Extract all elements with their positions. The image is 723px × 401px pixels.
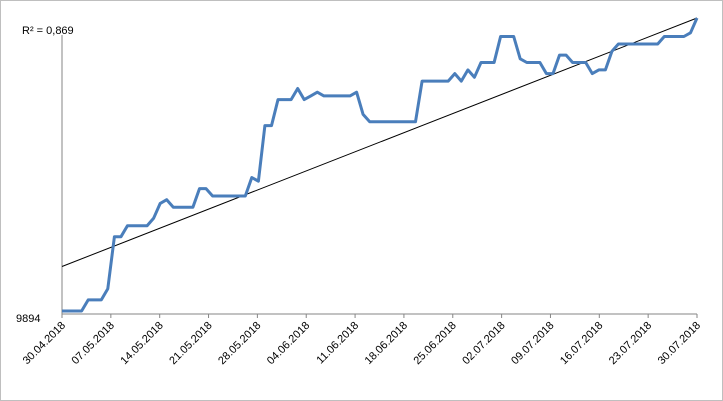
x-tick-label: 09.07.2018 xyxy=(509,320,556,367)
r-squared-annotation: R² = 0,869 xyxy=(22,25,74,37)
x-tick-label: 02.07.2018 xyxy=(460,320,507,367)
x-tick-label: 25.06.2018 xyxy=(411,320,458,367)
x-tick-label: 30.04.2018 xyxy=(21,320,68,367)
x-tick-label: 04.06.2018 xyxy=(265,320,312,367)
trendline xyxy=(61,17,698,267)
x-tick-label: 30.07.2018 xyxy=(656,320,703,367)
x-tick-label: 28.05.2018 xyxy=(216,320,263,367)
labels-layer: 30.04.2018 07.05.2018 14.05.2018 21.05.2018… xyxy=(21,320,703,367)
x-tick-label: 18.06.2018 xyxy=(363,320,410,367)
x-tick-label: 23.07.2018 xyxy=(607,320,654,367)
x-tick-label: 11.06.2018 xyxy=(314,320,361,367)
x-tick-label: 14.05.2018 xyxy=(118,320,165,367)
x-tick-label: 21.05.2018 xyxy=(167,320,214,367)
y-tick-label: 9894 xyxy=(16,313,40,325)
trendline-layer xyxy=(61,17,698,267)
series-line xyxy=(62,17,699,313)
axes xyxy=(61,35,698,318)
x-tick-label: 07.05.2018 xyxy=(70,320,117,367)
series-layer xyxy=(62,17,699,313)
x-tick-label: 16.07.2018 xyxy=(558,320,605,367)
